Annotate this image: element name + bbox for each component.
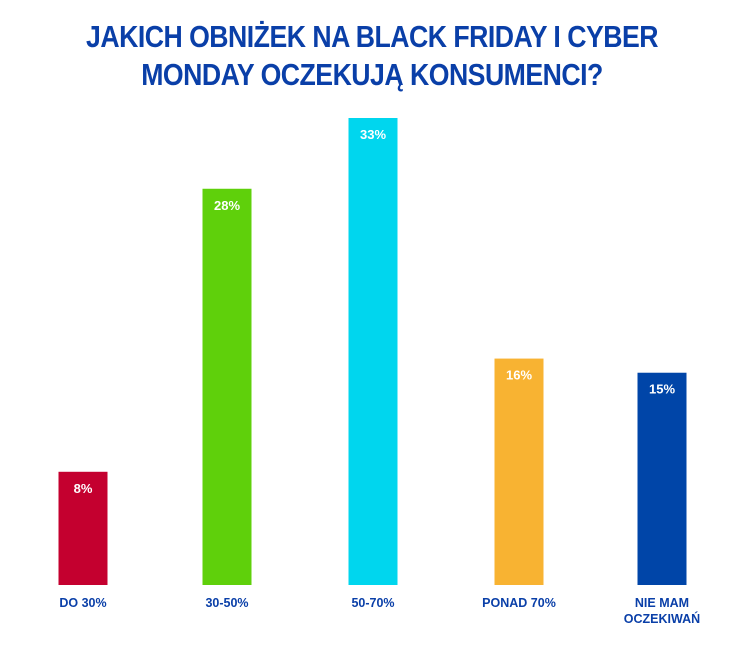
chart-title-container: JAKICH OBNIŻEK NA BLACK FRIDAY I CYBER M… — [0, 18, 744, 94]
bar-2 — [202, 188, 252, 585]
bar-4 — [494, 358, 544, 585]
bar-5 — [637, 372, 687, 585]
category-label-4: PONAD 70% — [482, 596, 556, 610]
category-label-1: DO 30% — [59, 596, 106, 610]
category-label-2: 30-50% — [205, 596, 248, 610]
bar-1 — [58, 471, 108, 585]
data-label-4: 16% — [506, 368, 532, 383]
data-label-5: 15% — [649, 382, 675, 397]
category-label-5: NIE MAM OCZEKIWAŃ — [624, 596, 700, 626]
data-label-3: 33% — [360, 127, 386, 142]
chart-title: JAKICH OBNIŻEK NA BLACK FRIDAY I CYBER M… — [86, 19, 658, 92]
bar-3 — [348, 118, 398, 585]
data-label-2: 28% — [214, 198, 240, 213]
category-label-3: 50-70% — [351, 596, 394, 610]
data-label-1: 8% — [74, 481, 93, 496]
